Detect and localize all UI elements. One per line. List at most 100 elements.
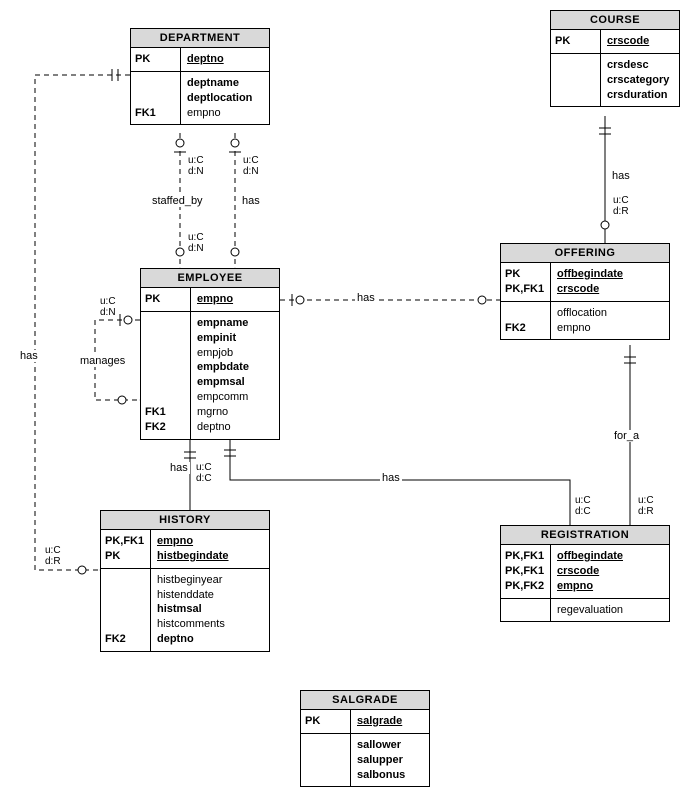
rel-emp-history: has [168, 462, 190, 474]
attr: deptno [197, 420, 273, 435]
key-column: PK [551, 30, 601, 53]
rel-course-offering: has [610, 170, 632, 182]
entity-title: SALGRADE [301, 691, 429, 710]
key-column: PK [141, 288, 191, 311]
attr-column: offbegindatecrscode [551, 263, 669, 301]
attr: empmsal [197, 375, 273, 390]
attr: histbegindate [157, 549, 263, 564]
attr: deptno [187, 52, 263, 67]
attr: deptname [187, 76, 263, 91]
entity-row: PK crscode [551, 30, 679, 54]
attr-column: empno [191, 288, 279, 311]
entity-salgrade: SALGRADEPK salgrade sallowersaluppersalbon… [300, 690, 430, 787]
attr-column: offlocationempno [551, 302, 669, 340]
card-reg-left: u:C d:C [575, 495, 591, 517]
key-column [551, 54, 601, 107]
attr: empname [197, 316, 273, 331]
attr: salupper [357, 753, 423, 768]
entity-row: FK1 FK2empnameempinitempjobempbdateempms… [141, 312, 279, 439]
card-staffed-by-bot: u:C d:N [188, 232, 204, 254]
key-column: FK2 [501, 302, 551, 340]
entity-row: PK,FK1 PK,FK1 PK,FK2offbegindatecrscodee… [501, 545, 669, 599]
key-column [501, 599, 551, 622]
attr: salgrade [357, 714, 423, 729]
entity-row: PK,FK1 PKempnohistbegindate [101, 530, 269, 569]
rel-emp-offering: has [355, 292, 377, 304]
entity-title: DEPARTMENT [131, 29, 269, 48]
entity-title: OFFERING [501, 244, 669, 263]
card-course-off: u:C d:R [613, 195, 629, 217]
key-column: FK1 FK2 [141, 312, 191, 439]
attr: empno [557, 321, 663, 336]
attr-column: offbegindatecrscodeempno [551, 545, 669, 598]
attr-column: crsdesccrscategorycrsduration [601, 54, 679, 107]
key-column: FK1 [131, 72, 181, 125]
attr: deptno [157, 632, 263, 647]
entity-employee: EMPLOYEEPKempnoFK1 FK2empnameempinitempj… [140, 268, 280, 440]
er-diagram-canvas: staffed_by has u:C d:N u:C d:N u:C d:N m… [0, 0, 690, 803]
attr: histcomments [157, 617, 263, 632]
entity-row: regevaluation [501, 599, 669, 622]
attr: histenddate [157, 588, 263, 603]
rel-dept-history: has [18, 350, 40, 362]
attr: offbegindate [557, 267, 663, 282]
entity-row: sallowersaluppersalbonus [301, 734, 429, 787]
key-column [301, 734, 351, 787]
entity-row: PK empno [141, 288, 279, 312]
key-column: FK2 [101, 569, 151, 651]
entity-history: HISTORYPK,FK1 PKempnohistbegindateFK2his… [100, 510, 270, 652]
entity-title: EMPLOYEE [141, 269, 279, 288]
rel-dept-has-emp: has [240, 195, 262, 207]
attr: regevaluation [557, 603, 663, 618]
entity-title: HISTORY [101, 511, 269, 530]
attr-column: sallowersaluppersalbonus [351, 734, 429, 787]
key-column: PK [301, 710, 351, 733]
key-column: PK,FK1 PK [101, 530, 151, 568]
attr: empno [557, 579, 663, 594]
card-emp-hist: u:C d:C [196, 462, 212, 484]
attr: deptlocation [187, 91, 263, 106]
attr: empinit [197, 331, 273, 346]
card-has-top: u:C d:N [243, 155, 259, 177]
attr-column: empnameempinitempjobempbdateempmsalempco… [191, 312, 279, 439]
attr: crscategory [607, 73, 673, 88]
entity-row: PK PK,FK1offbegindatecrscode [501, 263, 669, 302]
attr-column: crscode [601, 30, 679, 53]
attr: crscode [607, 34, 673, 49]
card-dept-hist: u:C d:R [45, 545, 61, 567]
key-column: PK,FK1 PK,FK1 PK,FK2 [501, 545, 551, 598]
entity-row: FK2histbeginyearhistenddatehistmsalhistc… [101, 569, 269, 651]
entity-row: PKdeptno [131, 48, 269, 72]
attr: empjob [197, 346, 273, 361]
entity-offering: OFFERINGPK PK,FK1offbegindatecrscodeFK2o… [500, 243, 670, 340]
card-manages: u:C d:N [100, 296, 116, 318]
attr: salbonus [357, 768, 423, 783]
attr-column: empnohistbegindate [151, 530, 269, 568]
attr: crscode [557, 564, 663, 579]
attr-column: salgrade [351, 710, 429, 733]
rel-staffed-by: staffed_by [150, 195, 205, 207]
attr: empbdate [197, 360, 273, 375]
entity-row: FK1deptnamedeptlocationempno [131, 72, 269, 125]
attr: histbeginyear [157, 573, 263, 588]
entity-course: COURSEPK crscode crsdesccrscategorycrsdura… [550, 10, 680, 107]
key-column: PK PK,FK1 [501, 263, 551, 301]
entity-department: DEPARTMENTPKdeptnoFK1deptnamedeptlocatio… [130, 28, 270, 125]
card-staffed-by-top: u:C d:N [188, 155, 204, 177]
relationship-edges [0, 0, 690, 803]
attr: empno [187, 106, 263, 121]
attr-column: histbeginyearhistenddatehistmsalhistcomm… [151, 569, 269, 651]
attr: empno [197, 292, 273, 307]
attr-column: deptnamedeptlocationempno [181, 72, 269, 125]
attr: histmsal [157, 602, 263, 617]
card-reg-right: u:C d:R [638, 495, 654, 517]
attr: crscode [557, 282, 663, 297]
attr: empcomm [197, 390, 273, 405]
attr: mgrno [197, 405, 273, 420]
entity-title: COURSE [551, 11, 679, 30]
attr: crsduration [607, 88, 673, 103]
entity-title: REGISTRATION [501, 526, 669, 545]
attr: crsdesc [607, 58, 673, 73]
entity-row: PK salgrade [301, 710, 429, 734]
attr-column: regevaluation [551, 599, 669, 622]
